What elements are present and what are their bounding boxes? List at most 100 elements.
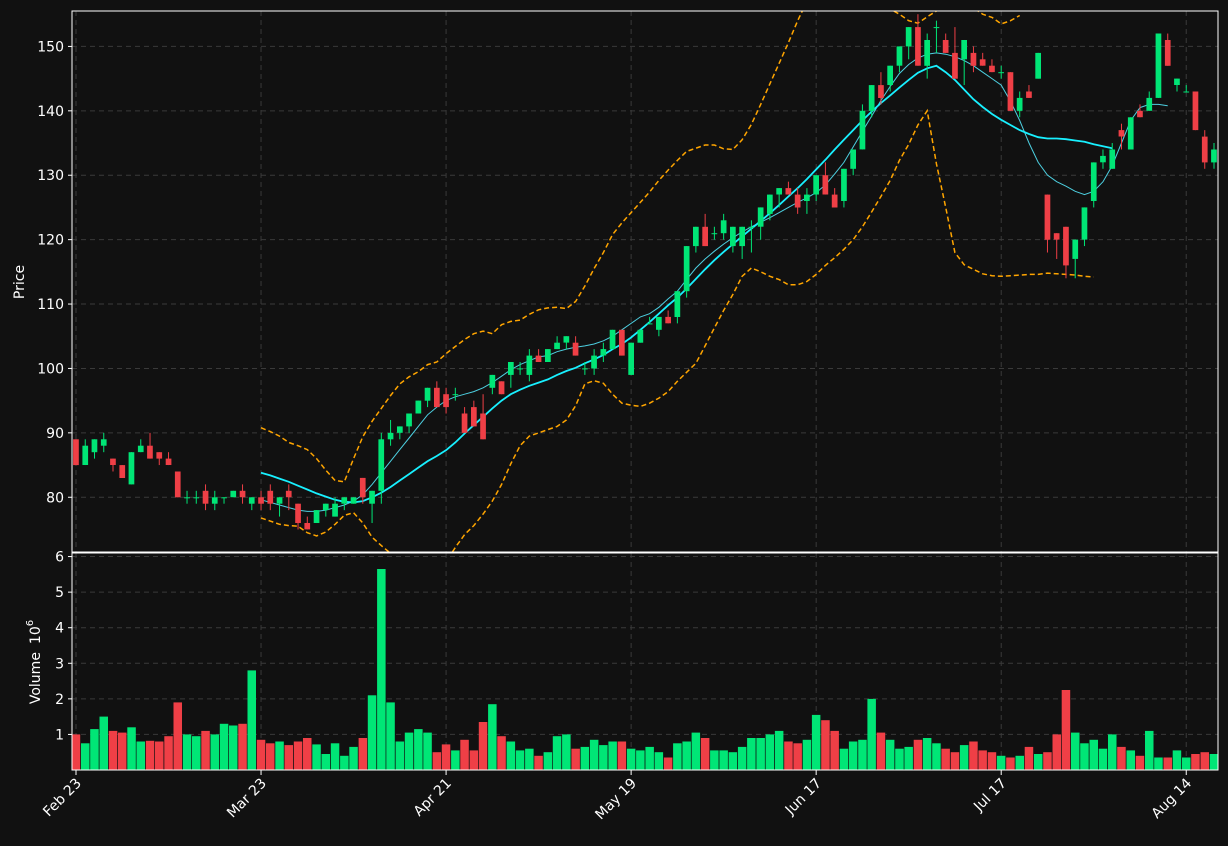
candle-body — [248, 497, 255, 504]
candle-body — [156, 452, 163, 459]
candle-body — [1100, 155, 1106, 163]
volume-bar — [275, 741, 284, 770]
volume-bar — [1154, 757, 1163, 770]
candle-body — [258, 497, 264, 504]
price-tick-label: 140 — [37, 104, 64, 120]
volume-bar — [1098, 748, 1108, 770]
candle-body — [443, 394, 449, 408]
candle-body — [656, 316, 662, 330]
volume-bar — [562, 734, 571, 770]
candle-body — [924, 40, 930, 66]
volume-bar — [340, 755, 349, 770]
volume-bar — [497, 736, 506, 770]
volume-bar — [404, 732, 414, 770]
candle-body — [896, 46, 903, 66]
volume-bar — [358, 738, 368, 770]
fast-moving-average-line — [260, 52, 1168, 512]
volume-bar — [876, 732, 886, 770]
price-y-ticks: 80 90 100 110 120 130 140 150 — [37, 39, 72, 506]
volume-bar — [515, 750, 525, 770]
volume-bar — [164, 736, 173, 770]
upper-band-line — [260, 11, 1021, 483]
candle-body — [239, 490, 246, 498]
volume-bar — [1209, 754, 1218, 770]
candle-body — [535, 355, 542, 362]
volume-bar — [377, 569, 386, 770]
volume-bar — [72, 734, 81, 770]
candle-body — [313, 510, 320, 523]
candle-body — [905, 27, 912, 47]
volume-bar — [617, 741, 627, 770]
candle-body — [785, 188, 792, 195]
candle-body — [739, 226, 745, 247]
volume-bar — [922, 738, 932, 770]
volume-bar — [1034, 754, 1043, 770]
volume-bar — [941, 748, 950, 770]
volume-bar — [284, 745, 293, 770]
volume-bar — [192, 736, 201, 770]
candle-body — [572, 342, 579, 356]
candle-body — [128, 452, 135, 485]
volume-bar — [904, 746, 913, 770]
candle-body — [387, 432, 394, 440]
candlesticks — [73, 14, 1217, 530]
candle-body — [554, 342, 560, 350]
volume-bars — [72, 569, 1218, 770]
candle-body — [378, 439, 385, 491]
candle-body — [397, 426, 403, 433]
candle-body — [989, 65, 995, 73]
candle-body — [1201, 136, 1208, 163]
volume-bar — [996, 755, 1006, 770]
price-tick-label: 100 — [37, 361, 64, 377]
candle-body — [1026, 91, 1032, 98]
volume-bar — [303, 738, 312, 770]
volume-bar — [349, 746, 358, 770]
volume-bar — [534, 755, 543, 770]
volume-tick-label: 2 — [55, 692, 64, 708]
volume-bar — [552, 736, 562, 770]
volume-bar — [858, 739, 867, 770]
volume-bar — [719, 750, 728, 770]
candle-body — [434, 387, 440, 408]
volume-bar — [118, 732, 127, 770]
candle-body — [674, 291, 681, 317]
candle-body — [1007, 72, 1014, 111]
lower-band-line — [260, 108, 1094, 552]
volume-bar — [673, 743, 682, 770]
volume-bar — [469, 750, 479, 770]
candle-body — [646, 323, 653, 325]
candle-body — [804, 194, 810, 201]
candle-body — [165, 458, 172, 465]
volume-bar — [506, 741, 516, 770]
candle-body — [1192, 91, 1199, 131]
candle-body — [202, 490, 209, 504]
volume-bar — [1006, 757, 1015, 770]
volume-bar — [1024, 746, 1034, 770]
candle-body — [757, 207, 764, 227]
volume-bar — [1172, 750, 1182, 770]
volume-bar — [210, 734, 219, 770]
price-axis-label: Price — [12, 265, 28, 299]
candle-body — [637, 329, 644, 343]
volume-bar — [682, 741, 691, 770]
volume-bar — [1182, 757, 1191, 770]
candle-body — [350, 497, 357, 504]
candle-body — [341, 497, 348, 504]
volume-bar — [1145, 730, 1154, 770]
volume-bar — [932, 743, 941, 770]
volume-bar — [1191, 754, 1200, 770]
volume-bar — [155, 741, 164, 770]
candle-body — [628, 342, 634, 375]
candle-body — [942, 40, 949, 53]
volume-bar — [959, 745, 969, 770]
volume-bar — [460, 739, 469, 770]
candle-body — [295, 503, 301, 523]
candle-body — [498, 381, 505, 395]
volume-bar — [229, 725, 238, 770]
candle-body — [489, 374, 496, 388]
volume-bar — [127, 727, 136, 770]
volume-bar — [136, 741, 145, 770]
volume-bar — [386, 702, 395, 770]
volume-bar — [414, 729, 423, 770]
